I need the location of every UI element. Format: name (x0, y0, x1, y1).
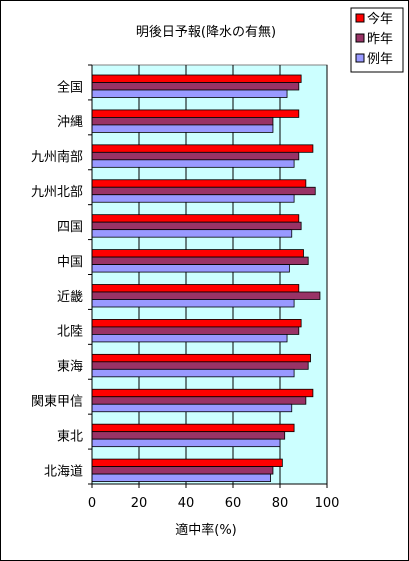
bar-series (91, 74, 321, 482)
legend-swatch (355, 33, 365, 43)
bar (91, 264, 290, 273)
bar (91, 194, 295, 203)
bar (91, 89, 288, 98)
category-label: 九州南部 (31, 149, 83, 165)
bar (91, 334, 288, 343)
bar (91, 326, 300, 335)
x-tick-label: 60 (225, 496, 242, 511)
bar (91, 466, 274, 475)
category-label: 東北 (57, 428, 83, 444)
bar (91, 423, 295, 433)
bar (91, 144, 314, 153)
bar (91, 396, 307, 405)
x-tick-label: 40 (178, 496, 195, 511)
bar (91, 256, 309, 265)
legend-label: 例年 (367, 52, 393, 67)
x-tick-label: 0 (88, 496, 96, 511)
bar (91, 159, 295, 168)
bar (91, 117, 274, 126)
chart-title: 明後日予報(降水の有無) (136, 25, 276, 40)
bar (91, 186, 316, 196)
bar (91, 151, 300, 161)
bar (91, 214, 300, 223)
category-label: 北陸 (57, 324, 83, 340)
bar (91, 221, 302, 231)
bar (91, 431, 286, 440)
category-label: 関東甲信 (31, 394, 83, 410)
legend-swatch (355, 13, 365, 23)
legend-label: 昨年 (367, 32, 393, 47)
x-axis-title: 適中率(%) (175, 522, 237, 538)
category-label: 北海道 (44, 464, 83, 479)
x-tick-label: 80 (272, 496, 289, 511)
bar (91, 284, 300, 293)
bar (91, 368, 295, 378)
bar (91, 179, 307, 188)
x-tick-label: 20 (131, 496, 148, 511)
category-label: 近畿 (57, 290, 83, 305)
bar (91, 361, 309, 370)
category-label: 沖縄 (57, 115, 83, 130)
bar (91, 299, 295, 308)
gridlines (138, 65, 328, 484)
legend-swatch (355, 53, 365, 63)
bar (91, 82, 300, 91)
category-label: 中国 (57, 255, 83, 270)
bar (91, 249, 304, 258)
category-label: 四国 (57, 220, 83, 235)
bar (91, 291, 321, 300)
category-label: 九州北部 (31, 185, 83, 200)
legend-label: 今年 (367, 11, 393, 27)
bar (91, 229, 293, 238)
bar (91, 319, 302, 328)
bar (91, 403, 293, 413)
plot-area (91, 64, 328, 485)
bar (91, 124, 274, 133)
bar (91, 74, 302, 83)
bar (91, 109, 300, 118)
bar (91, 388, 314, 398)
category-label: 全国 (57, 79, 83, 95)
bar (91, 473, 272, 482)
x-tick-labels: 0 20 40 60 80 100 (88, 484, 340, 511)
x-tick-label: 100 (315, 496, 340, 511)
bar (91, 353, 311, 363)
bar (91, 458, 283, 467)
category-label: 東海 (57, 359, 83, 375)
bar (91, 438, 281, 448)
